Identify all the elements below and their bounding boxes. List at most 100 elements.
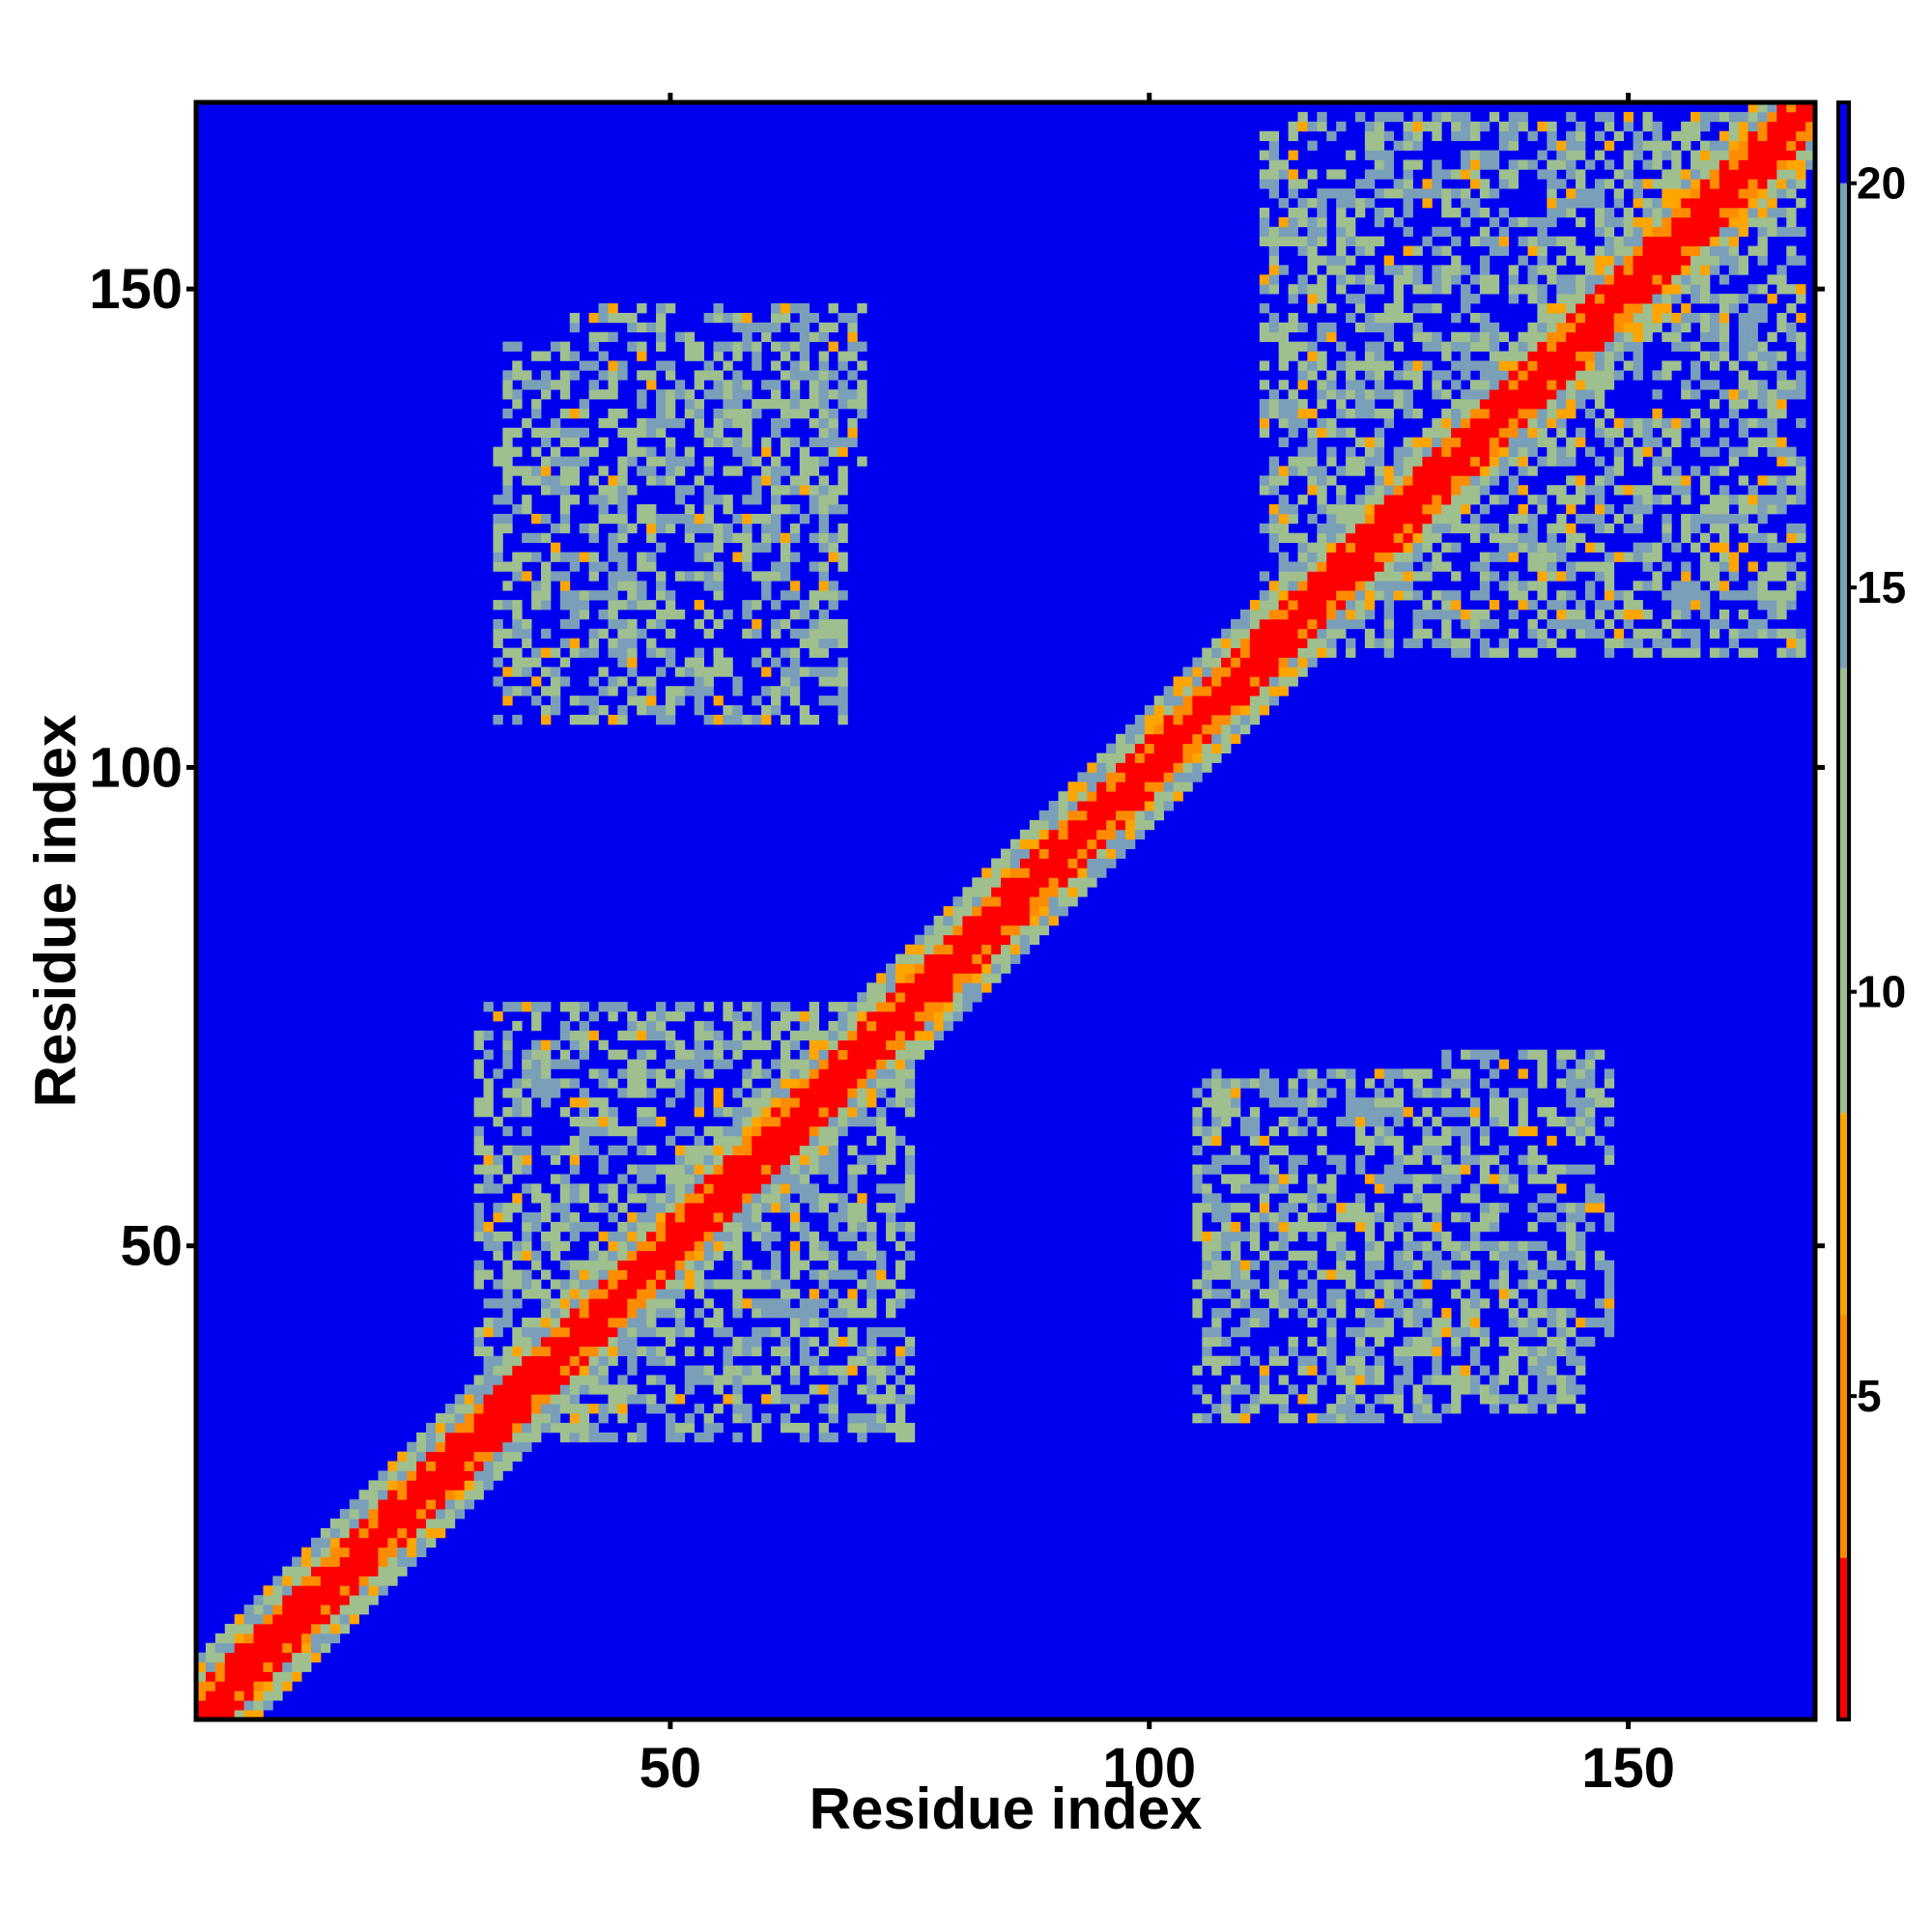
heatmap-cell — [1498, 331, 1510, 343]
heatmap-cell — [1461, 216, 1471, 228]
heatmap-cell — [617, 1049, 628, 1060]
heatmap-cell — [1297, 408, 1308, 419]
heatmap-cell — [732, 389, 743, 400]
heatmap-cell — [253, 1662, 264, 1672]
heatmap-cell — [1336, 504, 1347, 515]
heatmap-cell — [952, 992, 963, 1003]
heatmap-cell — [828, 1002, 838, 1012]
heatmap-cell — [1231, 733, 1241, 745]
heatmap-cell — [1432, 1346, 1442, 1356]
heatmap-cell — [522, 1154, 532, 1165]
heatmap-cell — [1479, 1203, 1491, 1213]
heatmap-cell — [1317, 1078, 1327, 1089]
heatmap-cell — [1077, 848, 1088, 859]
heatmap-cell — [1412, 1336, 1423, 1348]
heatmap-cell — [752, 1164, 762, 1175]
heatmap-cell — [904, 1289, 916, 1299]
heatmap-cell — [1317, 504, 1327, 515]
heatmap-cell — [789, 676, 801, 687]
heatmap-cell — [1354, 1125, 1366, 1137]
heatmap-cell — [752, 1116, 762, 1127]
heatmap-cell — [311, 1623, 322, 1634]
heatmap-cell — [789, 1088, 801, 1098]
heatmap-cell — [397, 1509, 408, 1520]
heatmap-cell — [1192, 733, 1203, 745]
heatmap-cell — [522, 1002, 532, 1012]
heatmap-cell — [1001, 944, 1011, 954]
heatmap-cell — [531, 1088, 542, 1098]
heatmap-cell — [838, 1116, 848, 1127]
heatmap-cell — [962, 973, 973, 983]
heatmap-cell — [646, 1174, 657, 1184]
heatmap-cell — [904, 944, 916, 954]
heatmap-cell — [838, 1059, 848, 1069]
heatmap-cell — [818, 1088, 829, 1098]
heatmap-cell — [1518, 121, 1528, 132]
heatmap-cell — [1422, 1107, 1433, 1118]
heatmap-cell — [1297, 581, 1308, 591]
heatmap-cell — [1383, 609, 1395, 620]
heatmap-cell — [1249, 600, 1261, 611]
heatmap-cell — [444, 1461, 456, 1471]
heatmap-cell — [1393, 284, 1404, 295]
heatmap-cell — [416, 1499, 427, 1510]
heatmap-cell — [1527, 1125, 1538, 1137]
heatmap-cell — [205, 1710, 216, 1720]
heatmap-cell — [1412, 1212, 1423, 1223]
heatmap-cell — [828, 590, 838, 601]
heatmap-cell — [1231, 1145, 1241, 1155]
heatmap-cell — [1508, 1317, 1519, 1328]
heatmap-cell — [1508, 216, 1519, 228]
heatmap-cell — [253, 1642, 264, 1654]
heatmap-cell — [1479, 399, 1491, 410]
heatmap-cell — [1556, 360, 1567, 371]
heatmap-cell — [1537, 294, 1548, 304]
heatmap-cell — [1077, 887, 1088, 897]
heatmap-cell — [665, 456, 676, 467]
heatmap-cell — [522, 657, 532, 668]
heatmap-cell — [674, 380, 686, 390]
heatmap-cell — [522, 1365, 532, 1376]
heatmap-cell — [1211, 1404, 1222, 1414]
heatmap-cell — [1268, 686, 1280, 696]
heatmap-cell — [1268, 1269, 1280, 1280]
heatmap-cell — [1221, 1097, 1232, 1108]
heatmap-cell — [243, 1642, 254, 1654]
heatmap-cell — [799, 628, 810, 639]
heatmap-cell — [1239, 1231, 1251, 1242]
heatmap-cell — [1422, 331, 1433, 343]
heatmap-cell — [828, 437, 838, 447]
heatmap-cell — [339, 1527, 351, 1539]
heatmap-cell — [646, 1355, 657, 1366]
heatmap-cell — [598, 1183, 609, 1194]
heatmap-cell — [1297, 360, 1308, 371]
heatmap-cell — [694, 1212, 705, 1223]
heatmap-cell — [1259, 1308, 1270, 1319]
heatmap-cell — [1393, 216, 1404, 228]
heatmap-cell — [809, 1231, 820, 1242]
heatmap-cell — [531, 1011, 542, 1022]
heatmap-cell — [828, 1125, 838, 1137]
heatmap-cell — [1479, 466, 1491, 476]
heatmap-cell — [674, 389, 686, 400]
heatmap-cell — [637, 370, 647, 381]
heatmap-cell — [339, 1566, 351, 1577]
heatmap-cell — [818, 380, 829, 390]
heatmap-cell — [789, 437, 801, 447]
heatmap-cell — [512, 1193, 523, 1204]
heatmap-cell — [464, 1413, 474, 1424]
heatmap-cell — [1508, 1174, 1519, 1184]
heatmap-cell — [1403, 523, 1413, 534]
heatmap-cell — [512, 1298, 523, 1309]
heatmap-cell — [1547, 198, 1557, 209]
heatmap-cell — [1489, 111, 1500, 123]
heatmap-cell — [617, 504, 628, 515]
heatmap-cell — [1364, 590, 1376, 601]
heatmap-cell — [502, 1346, 513, 1356]
heatmap-cell — [1029, 867, 1040, 878]
heatmap-cell — [1317, 380, 1327, 390]
heatmap-cell — [559, 504, 571, 515]
heatmap-cell — [1412, 121, 1423, 132]
heatmap-cell — [646, 1193, 657, 1204]
heatmap-cell — [1422, 1413, 1433, 1424]
